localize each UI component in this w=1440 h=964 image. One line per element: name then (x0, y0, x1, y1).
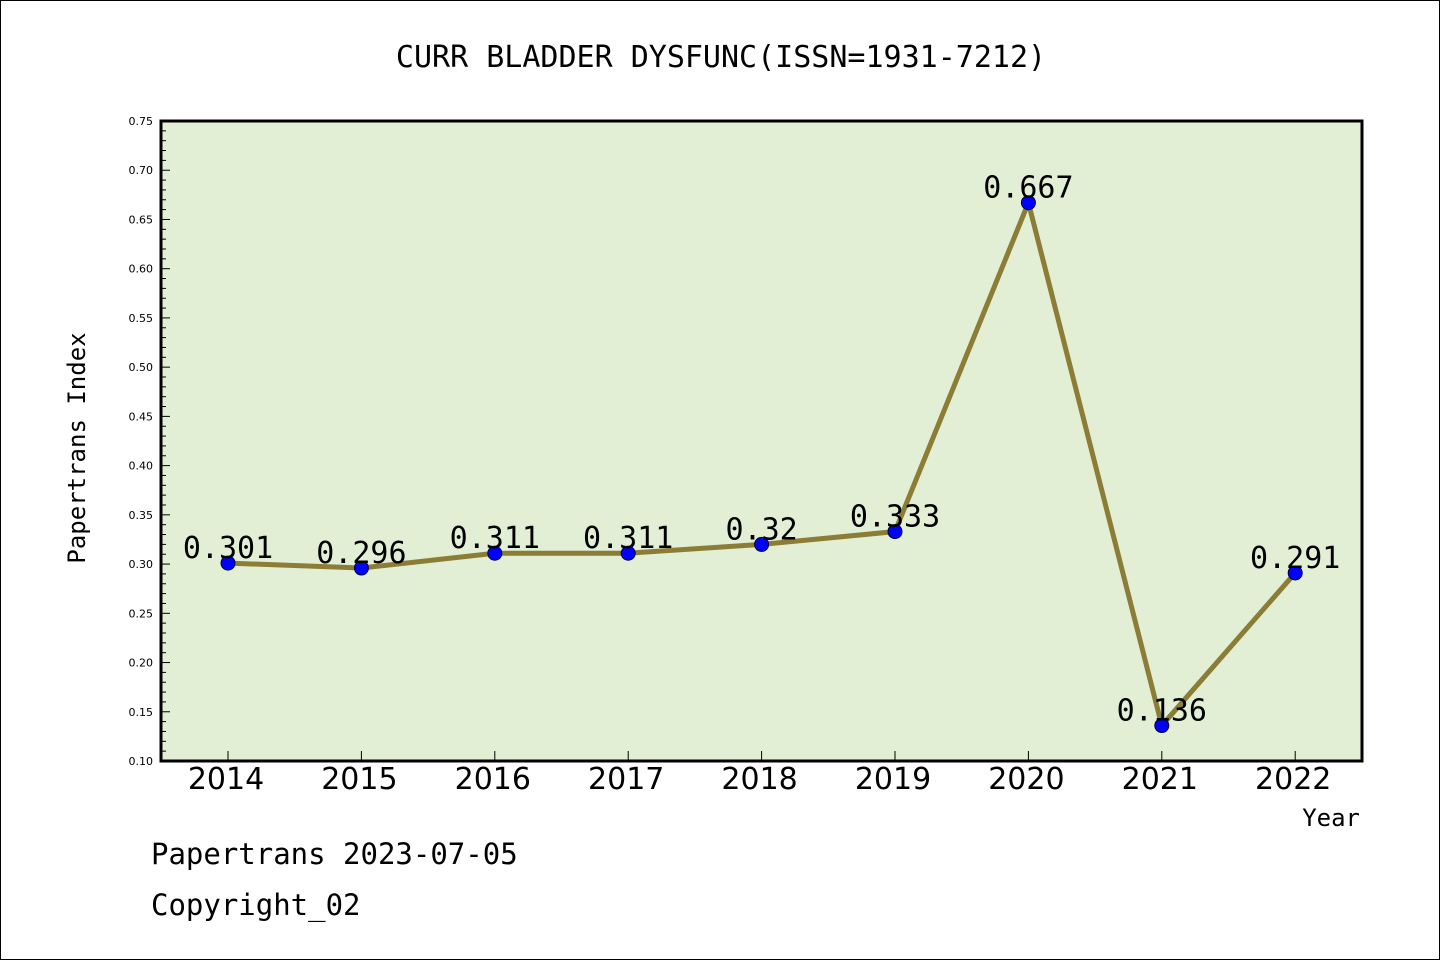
y-tick-label: 0.75 (129, 115, 154, 128)
plot-area (159, 119, 1364, 763)
y-tick-label: 0.35 (129, 509, 154, 522)
footer-copyright: Copyright_02 (151, 888, 361, 923)
x-tick-label: 2020 (988, 762, 1064, 797)
x-tick-label: 2018 (721, 762, 797, 797)
x-tick-label: 2017 (588, 762, 664, 797)
data-point (1287, 565, 1303, 581)
x-tick-label: 2015 (321, 762, 397, 797)
data-label: 0.333 (850, 500, 940, 535)
x-tick-label: 2014 (188, 762, 264, 797)
x-tick-label: 2016 (455, 762, 531, 797)
y-tick-label: 0.40 (129, 460, 154, 473)
data-label: 0.296 (316, 536, 406, 571)
data-label: 0.301 (183, 531, 273, 566)
data-point (620, 545, 636, 561)
x-tick-label: 2021 (1122, 762, 1198, 797)
data-label: 0.291 (1250, 541, 1340, 576)
y-tick-label: 0.15 (129, 706, 154, 719)
data-label: 0.311 (450, 521, 540, 556)
y-tick-label: 0.55 (129, 312, 154, 325)
y-tick-label: 0.50 (129, 361, 154, 374)
data-label: 0.32 (725, 512, 797, 547)
y-tick-label: 0.30 (129, 558, 154, 571)
y-tick-label: 0.60 (129, 263, 154, 276)
y-tick-label: 0.10 (129, 755, 154, 768)
data-label: 0.136 (1117, 694, 1207, 729)
series-line (220, 195, 1303, 734)
x-tick-label: 2022 (1255, 762, 1331, 797)
data-point (887, 524, 903, 540)
data-point (1020, 195, 1036, 211)
y-tick-label: 0.20 (129, 657, 154, 670)
y-tick-label: 0.25 (129, 607, 154, 620)
x-axis-label: Year (1302, 804, 1360, 832)
data-point (754, 536, 770, 552)
y-axis-label: Papertrans Index (63, 332, 91, 563)
data-point (1154, 718, 1170, 734)
data-point (353, 560, 369, 576)
data-label: 0.311 (583, 521, 673, 556)
y-tick-label: 0.45 (129, 410, 154, 423)
data-point (487, 545, 503, 561)
data-point (220, 555, 236, 571)
y-tick-label: 0.65 (129, 213, 154, 226)
footer-source: Papertrans 2023-07-05 (151, 837, 518, 871)
data-label: 0.667 (983, 171, 1073, 206)
data-labels: 0.301 0.296 0.311 0.311 0.32 0.333 0.667 0.136 0… (183, 171, 1341, 729)
x-axis: 2014 2015 2016 2017 2018 2019 2020 2021 2022 (188, 751, 1331, 797)
y-axis: 0.10 0.15 0.20 0.25 0.30 0.35 0.40 0.45 0.50 0.55… (129, 115, 170, 768)
y-tick-label: 0.70 (129, 164, 154, 177)
x-tick-label: 2019 (855, 762, 931, 797)
chart-title: CURR BLADDER DYSFUNC(ISSN=1931-7212) (396, 40, 1046, 75)
